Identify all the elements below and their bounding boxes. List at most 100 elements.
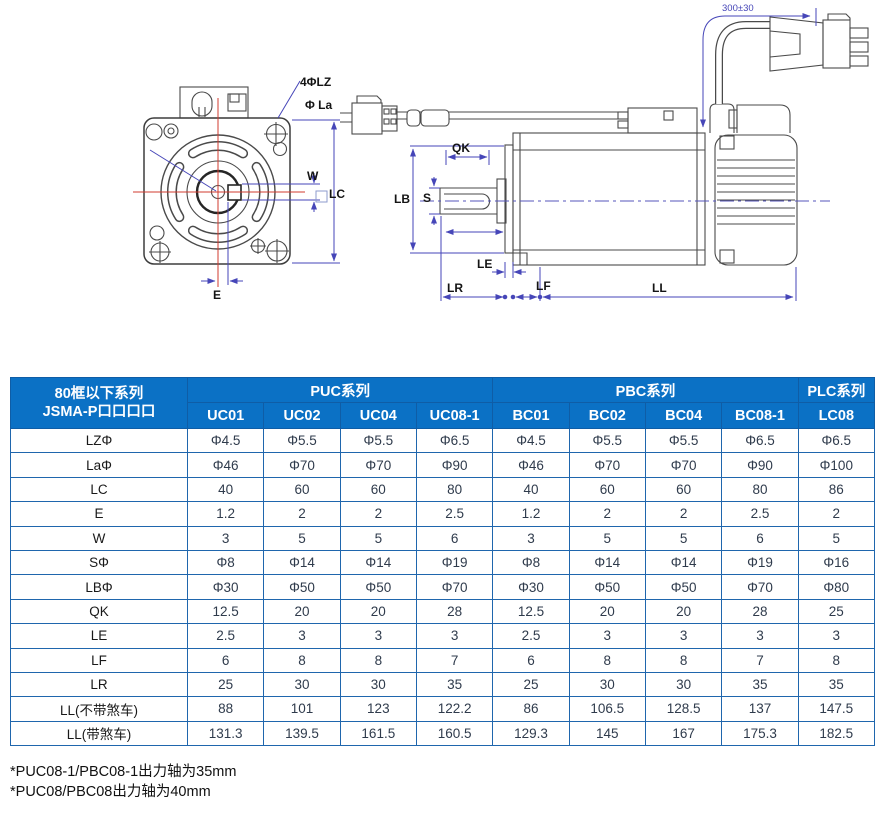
table-cell: Φ70 [568,452,646,478]
table-cell: Φ30 [492,574,570,600]
table-cell: 1.2 [492,501,570,527]
dim-label-le: LE [477,257,493,271]
row-label: LE [10,623,188,649]
row-label: QK [10,598,188,625]
table-cell: 2 [568,501,646,527]
table-cell: 25 [797,598,876,625]
column-header-bc08-1: BC08-1 [721,402,799,429]
dim-label-lb: LB [394,192,410,206]
table-cell: Φ90 [415,452,494,478]
row-label: LaΦ [10,452,188,478]
table-cell: 3 [415,623,494,649]
table-cell: 129.3 [492,720,570,747]
table-row: LZΦ Φ4.5 Φ5.5 Φ5.5 Φ6.5 Φ4.5 Φ5.5 Φ5.5 Φ6.5 Φ6.5 [10,427,876,454]
table-corner-header: 80框以下系列 JSMA-P口口口口 [10,377,188,429]
front-view [143,86,291,265]
table-cell: 60 [568,476,646,503]
dim-label-s: S [423,191,432,205]
table-cell: 25 [186,671,265,698]
table-cell: 20 [568,598,646,625]
motor-dimension-drawing [133,8,869,301]
table-cell: 28 [415,598,494,625]
dim-label-lc: LC [329,187,345,201]
table-cell: Φ70 [263,452,341,478]
table-cell: 80 [415,476,494,503]
dim-label-e: E [213,288,222,302]
table-cell: 25 [492,671,570,698]
table-cell: 5 [263,525,341,551]
table-cell: 5 [797,525,876,551]
dim-label-4lz: 4ΦLZ [300,75,332,89]
table-cell: 12.5 [492,598,570,625]
dim-label-cable-length: 300±30 [722,3,754,14]
group-header-pbc: PBC系列 [492,377,799,403]
table-cell: Φ46 [186,452,265,478]
table-cell: 122.2 [415,696,494,722]
table-cell: Φ14 [644,549,723,576]
table-cell: Φ100 [797,452,876,478]
row-label: LF [10,647,188,673]
table-cell: 30 [644,671,723,698]
table-cell: 30 [568,671,646,698]
table-cell: Φ14 [263,549,341,576]
table-cell: 60 [263,476,341,503]
side-view-dimensions [410,8,817,301]
row-label: LBΦ [10,574,188,600]
table-row: LaΦ Φ46 Φ70 Φ70 Φ90 Φ46 Φ70 Φ70 Φ90 Φ100 [10,452,876,478]
table-cell: 5 [568,525,646,551]
table-cell: 123 [339,696,417,722]
table-cell: Φ70 [415,574,494,600]
table-cell: Φ4.5 [186,427,265,454]
table-cell: 40 [492,476,570,503]
table-cell: 3 [721,623,799,649]
table-body: LZΦ Φ4.5 Φ5.5 Φ5.5 Φ6.5 Φ4.5 Φ5.5 Φ5.5 Φ6.5 Φ6.5 L… [10,427,876,747]
table-cell: 3 [186,525,265,551]
dim-label-lf: LF [536,279,551,293]
dim-label-lr: LR [447,281,463,295]
table-cell: 2.5 [492,623,570,649]
table-cell: 145 [568,720,646,747]
column-header-bc01: BC01 [492,402,570,429]
table-cell: 3 [568,623,646,649]
table-cell: Φ50 [644,574,723,600]
table-cell: 3 [492,525,570,551]
table-cell: Φ46 [492,452,570,478]
table-cell: 3 [797,623,876,649]
table-row: LL(不带煞车) 88 101 123 122.2 86 106.5 128.5 137 147.… [10,696,876,722]
table-row: LE 2.5 3 3 3 2.5 3 3 3 3 [10,623,876,649]
table-cell: 8 [644,647,723,673]
table-cell: 35 [797,671,876,698]
table-cell: 12.5 [186,598,265,625]
group-header-plc: PLC系列 [797,377,876,403]
table-cell: 86 [492,696,570,722]
table-cell: 167 [644,720,723,747]
column-header-uc08-1: UC08-1 [415,402,494,429]
table-cell: 3 [644,623,723,649]
table-row: LL(带煞车) 131.3 139.5 161.5 160.5 129.3 145 167 17… [10,720,876,747]
table-cell: 6 [492,647,570,673]
table-cell: 2.5 [721,501,799,527]
table-cell: 20 [263,598,341,625]
table-cell: 175.3 [721,720,799,747]
table-cell: 7 [415,647,494,673]
table-cell: 131.3 [186,720,265,747]
table-cell: 2 [644,501,723,527]
front-view-dimensions [149,80,340,285]
table-cell: 88 [186,696,265,722]
table-cell: Φ70 [644,452,723,478]
table-cell: Φ80 [797,574,876,600]
table-cell: 2.5 [186,623,265,649]
dim-label-qk: QK [452,141,470,155]
table-cell: 30 [263,671,341,698]
table-cell: Φ8 [186,549,265,576]
table-cell: 182.5 [797,720,876,747]
table-cell: Φ6.5 [415,427,494,454]
table-cell: 8 [263,647,341,673]
row-label: LR [10,671,188,698]
table-cell: 28 [721,598,799,625]
table-cell: 128.5 [644,696,723,722]
table-cell: 137 [721,696,799,722]
table-cell: Φ14 [339,549,417,576]
corner-header-line1: 80框以下系列 [54,386,144,402]
